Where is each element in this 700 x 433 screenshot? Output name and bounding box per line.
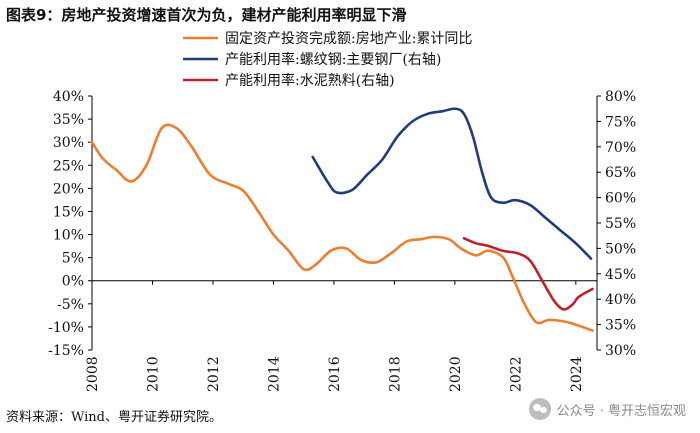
series-line-0 bbox=[90, 123, 594, 332]
left-tick-label: 25% bbox=[53, 158, 84, 174]
left-tick-label: -15% bbox=[48, 343, 84, 359]
x-tick-label: 2020 bbox=[448, 356, 464, 392]
x-tick-label: 2012 bbox=[206, 356, 222, 392]
watermark-text: 公众号 · 粤开志恒宏观 bbox=[556, 403, 686, 419]
left-tick-label: 40% bbox=[53, 89, 84, 105]
x-tick-label: 2014 bbox=[266, 356, 282, 392]
right-tick-label: 80% bbox=[605, 89, 636, 105]
left-tick-label: 20% bbox=[53, 181, 84, 197]
x-tick-label: 2018 bbox=[387, 356, 403, 392]
x-tick-label: 2022 bbox=[508, 356, 524, 392]
chart-title: 图表9：房地产投资增速首次为负，建材产能利用率明显下滑 bbox=[6, 6, 407, 24]
legend-label-2: 产能利用率:水泥熟料(右轴) bbox=[225, 72, 395, 89]
left-tick-label: 0% bbox=[62, 274, 84, 290]
right-tick-label: 45% bbox=[605, 267, 636, 283]
series-line-1 bbox=[311, 107, 593, 260]
legend-label-0: 固定资产投资完成额:房地产业:累计同比 bbox=[225, 31, 472, 47]
right-tick-label: 35% bbox=[605, 318, 636, 334]
right-tick-label: 60% bbox=[605, 191, 636, 207]
right-tick-label: 55% bbox=[605, 216, 636, 232]
right-tick-label: 65% bbox=[605, 165, 636, 181]
right-tick-label: 70% bbox=[605, 140, 636, 156]
x-tick-label: 2016 bbox=[327, 356, 343, 392]
left-tick-label: 10% bbox=[53, 228, 84, 244]
x-tick-label: 2024 bbox=[569, 356, 585, 392]
left-tick-label: 5% bbox=[62, 251, 84, 267]
right-tick-label: 40% bbox=[605, 292, 636, 308]
x-tick-label: 2010 bbox=[145, 356, 161, 392]
x-tick-label: 2008 bbox=[85, 356, 101, 392]
source-note: 资料来源：Wind、粤开证券研究院。 bbox=[6, 410, 222, 425]
right-tick-label: 75% bbox=[605, 114, 636, 130]
left-tick-label: 35% bbox=[53, 112, 84, 128]
wechat-icon bbox=[528, 398, 551, 420]
left-tick-label: 15% bbox=[53, 204, 84, 220]
line-chart: 40% 35% 30% 25% 20% 15% 10% 5% 0% -5% -10% -15% 80%… bbox=[48, 31, 636, 392]
right-tick-label: 30% bbox=[605, 343, 636, 359]
series-line-2 bbox=[462, 236, 594, 311]
left-tick-label: 30% bbox=[53, 135, 84, 151]
left-tick-label: -10% bbox=[48, 320, 84, 336]
watermark: 公众号 · 粤开志恒宏观 bbox=[528, 398, 686, 420]
left-tick-label: -5% bbox=[57, 297, 84, 313]
right-tick-label: 50% bbox=[605, 241, 636, 257]
legend-label-1: 产能利用率:螺纹钢:主要钢厂(右轴) bbox=[225, 51, 441, 68]
